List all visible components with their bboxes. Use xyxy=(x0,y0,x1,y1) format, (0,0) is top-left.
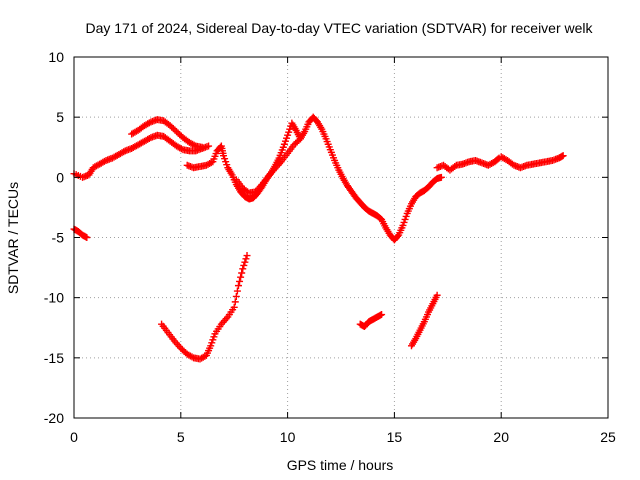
data-point xyxy=(177,145,185,153)
data-point xyxy=(236,277,244,285)
data-point xyxy=(243,252,251,260)
y-tick-label: 0 xyxy=(56,169,64,185)
data-point xyxy=(394,232,402,240)
y-tick-label: 10 xyxy=(48,49,64,65)
data-point xyxy=(216,143,224,151)
series-arc-main-a xyxy=(70,131,213,181)
data-point xyxy=(296,135,304,143)
data-point xyxy=(83,234,91,241)
data-point xyxy=(230,303,238,311)
data-point xyxy=(241,258,249,266)
data-point xyxy=(295,136,303,144)
series-arc-late xyxy=(497,152,567,172)
data-point xyxy=(198,143,206,151)
data-points xyxy=(70,113,567,363)
data-point xyxy=(145,119,153,127)
data-point xyxy=(234,282,242,290)
series-arc-small xyxy=(356,311,386,331)
data-point xyxy=(190,141,198,149)
data-point xyxy=(231,298,239,306)
data-point xyxy=(207,159,215,167)
data-point xyxy=(437,173,445,181)
data-point xyxy=(233,287,241,295)
series-arc-main-b xyxy=(183,113,445,244)
x-axis-label: GPS time / hours xyxy=(287,457,394,473)
y-tick-label: 5 xyxy=(56,109,64,125)
series-arc-dip xyxy=(158,252,251,363)
chart-title: Day 171 of 2024, Sidereal Day-to-day VTE… xyxy=(85,20,593,36)
y-tick-label: -5 xyxy=(52,230,65,246)
axis-ticks: 0 5 10 15 20 25 -20 -15 -10 -5 0 5 10 xyxy=(44,49,616,445)
x-tick-label: 0 xyxy=(70,429,78,445)
data-point xyxy=(240,261,248,269)
data-point xyxy=(232,292,240,300)
data-point xyxy=(242,255,250,263)
data-point xyxy=(120,148,128,156)
data-point xyxy=(433,291,441,299)
x-tick-label: 5 xyxy=(177,429,185,445)
data-point xyxy=(145,135,153,143)
series-arc-upper xyxy=(128,116,206,151)
data-point xyxy=(188,353,196,361)
x-tick-label: 20 xyxy=(493,429,509,445)
series-arc-rise xyxy=(407,291,441,350)
data-point xyxy=(559,152,567,160)
x-tick-label: 10 xyxy=(280,429,296,445)
x-tick-label: 15 xyxy=(387,429,403,445)
data-point xyxy=(100,157,108,165)
x-tick-label: 25 xyxy=(600,429,616,445)
data-point xyxy=(205,142,213,150)
y-tick-label: -10 xyxy=(44,290,64,306)
data-point xyxy=(451,163,459,171)
data-point xyxy=(237,273,245,281)
grid-lines xyxy=(74,57,608,418)
data-point xyxy=(239,265,247,273)
series-arc-evening xyxy=(433,154,503,174)
y-tick-label: -20 xyxy=(44,410,64,426)
data-point xyxy=(238,269,246,277)
y-axis-label: SDTVAR / TECUs xyxy=(5,182,21,294)
y-tick-label: -15 xyxy=(44,350,64,366)
series-arc-mid xyxy=(232,135,304,197)
series-arc-short xyxy=(70,225,91,241)
data-point xyxy=(378,311,386,319)
